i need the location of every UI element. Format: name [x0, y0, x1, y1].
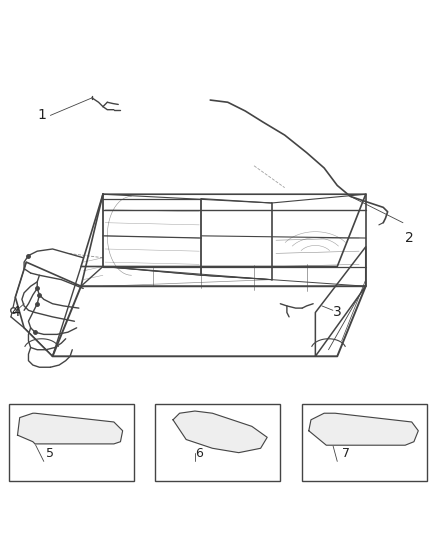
Bar [155, 405, 280, 481]
Text: 5: 5 [46, 448, 54, 461]
Text: 1: 1 [37, 108, 46, 123]
Bar [302, 405, 427, 481]
Bar [9, 405, 134, 481]
Polygon shape [18, 413, 123, 444]
Text: 6: 6 [195, 448, 203, 461]
Text: 4: 4 [11, 305, 20, 319]
Polygon shape [309, 413, 418, 445]
Text: 2: 2 [405, 231, 414, 245]
Polygon shape [173, 411, 267, 453]
Text: 7: 7 [342, 448, 350, 461]
Text: 3: 3 [333, 305, 342, 319]
